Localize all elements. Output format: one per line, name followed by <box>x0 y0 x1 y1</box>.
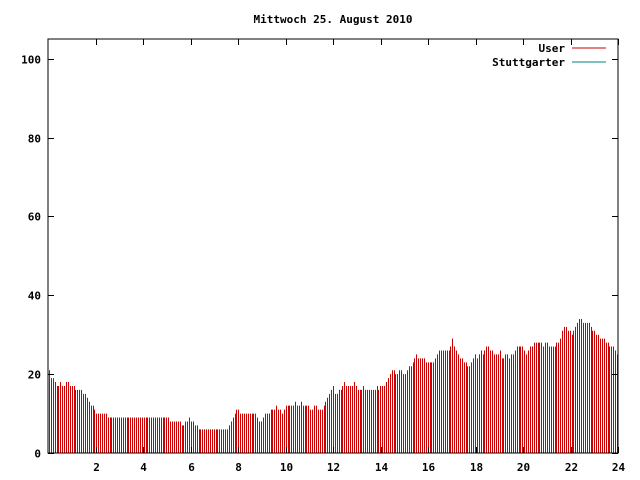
y-tick-label: 20 <box>28 369 41 382</box>
chart-title: Mittwoch 25. August 2010 <box>254 13 413 26</box>
x-tick-label: 4 <box>140 461 147 474</box>
y-tick-label: 100 <box>21 54 41 67</box>
x-tick-label: 6 <box>188 461 195 474</box>
x-tick-label: 12 <box>327 461 340 474</box>
bars-group <box>49 318 618 453</box>
x-tick-label: 16 <box>422 461 436 474</box>
y-tick-label: 80 <box>28 133 41 146</box>
legend: User Stuttgarter <box>492 42 606 69</box>
legend-label-user: User <box>539 42 566 55</box>
x-tick-label: 20 <box>517 461 530 474</box>
x-tick-label: 2 <box>93 461 100 474</box>
x-tick-label: 10 <box>280 461 293 474</box>
x-tick-label: 22 <box>565 461 578 474</box>
x-tick-label: 24 <box>612 461 626 474</box>
y-tick-label: 40 <box>28 290 41 303</box>
y-tick-label: 0 <box>34 448 41 461</box>
y-tick-label: 60 <box>28 211 41 224</box>
x-tick-label: 18 <box>470 461 483 474</box>
x-tick-label: 14 <box>375 461 389 474</box>
legend-label-stuttgarter: Stuttgarter <box>492 56 565 69</box>
x-tick-label: 8 <box>235 461 242 474</box>
plot-frame <box>47 38 619 454</box>
